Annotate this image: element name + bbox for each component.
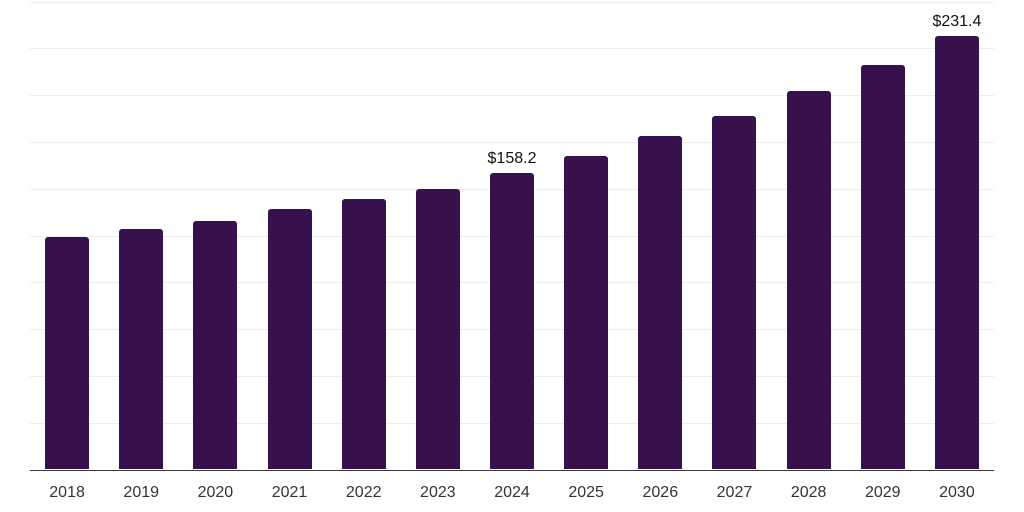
bar-2020 <box>193 220 238 470</box>
x-axis-line <box>30 469 994 471</box>
bar-2027 <box>712 115 757 470</box>
data-label-2030: $231.4 <box>932 13 982 31</box>
bar-2025 <box>564 156 609 470</box>
bar-2026 <box>638 136 683 470</box>
x-tick-label-2020: 2020 <box>197 484 234 501</box>
x-tick-label-2019: 2019 <box>123 484 160 501</box>
x-tick-label-2023: 2023 <box>420 484 456 501</box>
bar-2028 <box>786 90 831 470</box>
x-tick-label-2022: 2022 <box>345 484 382 501</box>
data-label-2024: $158.2 <box>487 150 537 168</box>
x-tick-label-2021: 2021 <box>271 484 308 501</box>
bar-2018 <box>45 237 90 470</box>
gridline-225 <box>30 48 994 50</box>
gridline-250 <box>30 1 994 3</box>
x-tick-label-2018: 2018 <box>49 484 85 501</box>
gridline-200 <box>30 95 994 97</box>
x-tick-label-2024: 2024 <box>494 484 530 501</box>
bar-2029 <box>860 65 905 470</box>
x-tick-label-2028: 2028 <box>790 484 827 501</box>
x-tick-label-2025: 2025 <box>568 484 604 501</box>
bar-2030 <box>934 36 979 470</box>
bar-2019 <box>119 229 164 470</box>
gridline-175 <box>30 141 994 143</box>
bar-2024 <box>490 173 534 470</box>
x-tick-label-2030: 2030 <box>939 484 975 501</box>
bar-2023 <box>415 188 460 470</box>
bar-2022 <box>341 199 386 470</box>
bar-2021 <box>267 209 312 470</box>
x-tick-label-2027: 2027 <box>716 484 753 501</box>
x-tick-label-2029: 2029 <box>864 484 901 501</box>
x-tick-label-2026: 2026 <box>642 484 679 501</box>
